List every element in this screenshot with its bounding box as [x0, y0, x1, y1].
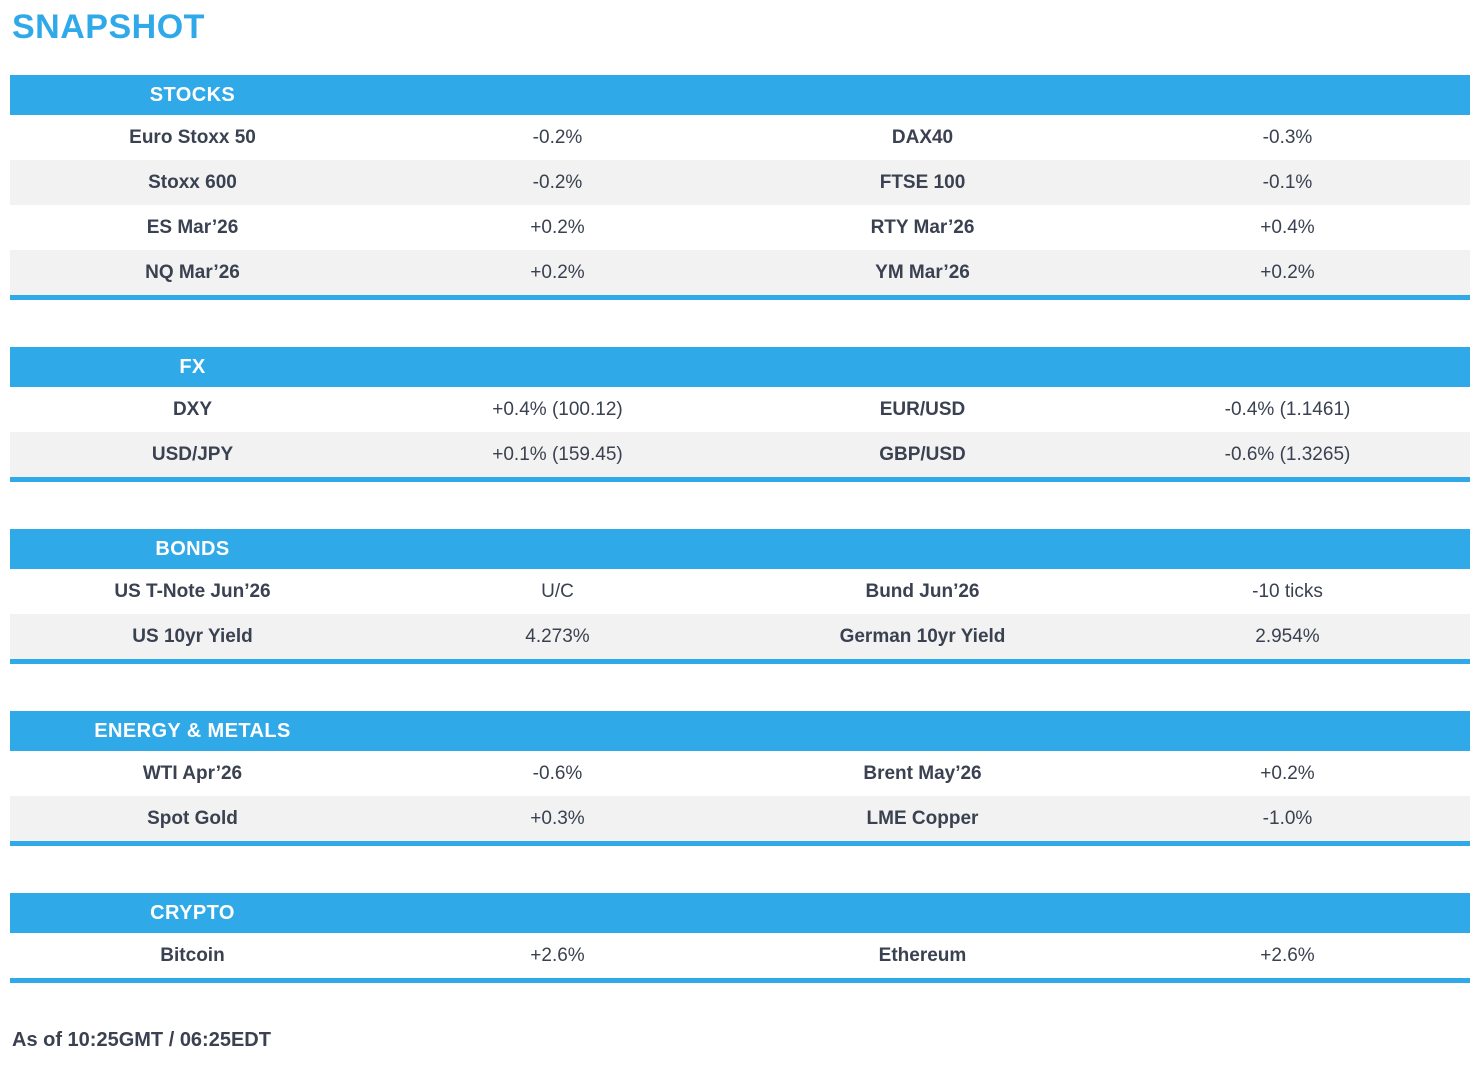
section-header: CRYPTO [10, 893, 1470, 933]
instrument-label: Ethereum [878, 945, 967, 966]
section-title: BONDS [155, 537, 230, 560]
instrument-label: Brent May’26 [863, 763, 982, 784]
table-row: Spot Gold +0.3% LME Copper -1.0% [10, 796, 1470, 841]
market-section: BONDS US T-Note Jun’26 U/C Bund Jun’26 -10 … [10, 529, 1470, 664]
instrument-label: USD/JPY [151, 444, 234, 465]
instrument-label: Stoxx 600 [148, 172, 237, 193]
instrument-label: YM Mar’26 [875, 262, 970, 283]
instrument-label: RTY Mar’26 [870, 217, 975, 238]
instrument-value: -0.2% [532, 172, 583, 193]
instrument-label: US T-Note Jun’26 [114, 581, 271, 602]
instrument-label: DXY [172, 399, 213, 420]
instrument-value: +0.2% [1260, 763, 1315, 784]
instrument-value: -10 ticks [1252, 581, 1323, 602]
section-rows: DXY +0.4% (100.12) EUR/USD -0.4% (1.1461) US… [10, 387, 1470, 477]
instrument-label: German 10yr Yield [839, 626, 1006, 647]
market-section: ENERGY & METALS WTI Apr’26 -0.6% Brent May… [10, 711, 1470, 846]
section-header: ENERGY & METALS [10, 711, 1470, 751]
instrument-label: LME Copper [866, 808, 979, 829]
table-row: USD/JPY +0.1% (159.45) GBP/USD -0.6% (1.326… [10, 432, 1470, 477]
section-title: CRYPTO [150, 901, 235, 924]
table-row: Euro Stoxx 50 -0.2% DAX40 -0.3% [10, 115, 1470, 160]
instrument-value: +0.2% [530, 262, 585, 283]
table-row: NQ Mar’26 +0.2% YM Mar’26 +0.2% [10, 250, 1470, 295]
table-row: Bitcoin +2.6% Ethereum +2.6% [10, 933, 1470, 978]
section-title: FX [179, 355, 206, 378]
instrument-value: +0.2% [530, 217, 585, 238]
instrument-label: GBP/USD [879, 444, 966, 465]
section-header: STOCKS [10, 75, 1470, 115]
table-row: ES Mar’26 +0.2% RTY Mar’26 +0.4% [10, 205, 1470, 250]
instrument-value: -0.1% [1262, 172, 1313, 193]
section-title: STOCKS [149, 83, 236, 106]
market-tables: STOCKS Euro Stoxx 50 -0.2% DAX40 -0.3% Stoxx… [10, 75, 1470, 983]
instrument-label: Euro Stoxx 50 [129, 127, 256, 148]
section-rows: Euro Stoxx 50 -0.2% DAX40 -0.3% Stoxx 600 -0.… [10, 115, 1470, 295]
table-row: WTI Apr’26 -0.6% Brent May’26 +0.2% [10, 751, 1470, 796]
market-section: STOCKS Euro Stoxx 50 -0.2% DAX40 -0.3% Stoxx… [10, 75, 1470, 300]
instrument-value: +0.3% [530, 808, 585, 829]
instrument-value: -0.2% [532, 127, 583, 148]
instrument-label: FTSE 100 [879, 172, 966, 193]
instrument-value: U/C [541, 581, 574, 602]
instrument-label: Bitcoin [160, 945, 225, 966]
section-title: ENERGY & METALS [94, 719, 291, 742]
instrument-value: -0.4% (1.1461) [1224, 399, 1351, 420]
table-row: US 10yr Yield 4.273% German 10yr Yield 2.95… [10, 614, 1470, 659]
instrument-value: -1.0% [1262, 808, 1313, 829]
section-rows: Bitcoin +2.6% Ethereum +2.6% [10, 933, 1470, 978]
table-row: DXY +0.4% (100.12) EUR/USD -0.4% (1.1461) [10, 387, 1470, 432]
instrument-label: DAX40 [891, 127, 954, 148]
instrument-value: -0.6% [532, 763, 583, 784]
table-row: Stoxx 600 -0.2% FTSE 100 -0.1% [10, 160, 1470, 205]
instrument-label: EUR/USD [879, 399, 966, 420]
instrument-value: -0.3% [1262, 127, 1313, 148]
instrument-value: +0.4% (100.12) [492, 399, 623, 420]
instrument-label: ES Mar’26 [146, 217, 239, 238]
section-rows: WTI Apr’26 -0.6% Brent May’26 +0.2% Spot Gol… [10, 751, 1470, 841]
section-rows: US T-Note Jun’26 U/C Bund Jun’26 -10 ticks U… [10, 569, 1470, 659]
market-section: FX DXY +0.4% (100.12) EUR/USD -0.4% (1.1461… [10, 347, 1470, 482]
as-of-timestamp: As of 10:25GMT / 06:25EDT [12, 1029, 271, 1051]
instrument-label: NQ Mar’26 [145, 262, 240, 283]
instrument-value: +0.1% (159.45) [492, 444, 623, 465]
instrument-value: 4.273% [525, 626, 590, 647]
instrument-label: Spot Gold [147, 808, 238, 829]
instrument-label: WTI Apr’26 [142, 763, 243, 784]
instrument-value: -0.6% (1.3265) [1224, 444, 1351, 465]
instrument-value: +2.6% [1260, 945, 1315, 966]
instrument-value: 2.954% [1255, 626, 1320, 647]
table-row: US T-Note Jun’26 U/C Bund Jun’26 -10 ticks [10, 569, 1470, 614]
instrument-value: +0.4% [1260, 217, 1315, 238]
instrument-value: +0.2% [1260, 262, 1315, 283]
instrument-value: +2.6% [530, 945, 585, 966]
page-title: SNAPSHOT [12, 8, 205, 46]
instrument-label: US 10yr Yield [132, 626, 253, 647]
section-header: BONDS [10, 529, 1470, 569]
instrument-label: Bund Jun’26 [865, 581, 980, 602]
section-header: FX [10, 347, 1470, 387]
market-section: CRYPTO Bitcoin +2.6% Ethereum +2.6% [10, 893, 1470, 983]
